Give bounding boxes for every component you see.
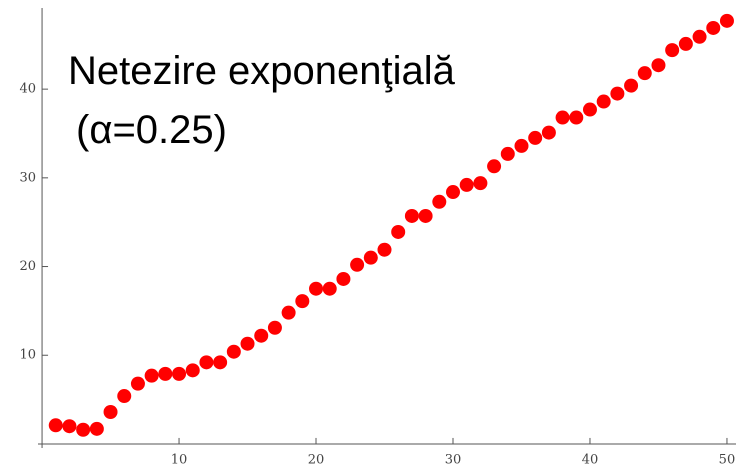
point: [130, 376, 145, 391]
point: [295, 294, 310, 309]
point: [144, 368, 159, 383]
point: [322, 281, 337, 296]
x-tick-label: 40: [582, 452, 599, 467]
point: [404, 208, 419, 223]
point: [336, 271, 351, 286]
point: [76, 422, 91, 437]
point: [62, 419, 77, 434]
point: [528, 130, 543, 145]
point: [692, 29, 707, 44]
point: [103, 405, 118, 420]
point: [158, 366, 173, 381]
point: [665, 43, 680, 58]
point: [377, 242, 392, 257]
point: [445, 185, 460, 200]
point: [651, 58, 666, 73]
point: [555, 110, 570, 125]
point: [185, 363, 200, 378]
point: [719, 13, 734, 28]
point: [473, 176, 488, 191]
point: [596, 94, 611, 109]
point: [254, 328, 269, 343]
point: [624, 78, 639, 93]
point: [541, 125, 556, 140]
point: [363, 250, 378, 265]
x-tick-label: 50: [719, 452, 736, 467]
x-tick-label: 20: [308, 452, 325, 467]
y-tick-label: 30: [20, 170, 37, 185]
point: [213, 355, 228, 370]
point: [582, 102, 597, 117]
point: [678, 36, 693, 51]
point: [281, 305, 296, 320]
point: [637, 66, 652, 81]
point: [240, 336, 255, 351]
y-tick-label: 40: [20, 82, 37, 97]
point: [117, 389, 132, 404]
point: [226, 344, 241, 359]
point: [172, 366, 187, 381]
point: [569, 110, 584, 125]
point: [514, 138, 529, 153]
chart-title: Netezire exponenţială: [68, 49, 456, 93]
point: [199, 355, 214, 370]
y-tick-label: 20: [20, 259, 37, 274]
chart-subtitle: (α=0.25): [76, 108, 227, 152]
point: [89, 421, 104, 436]
x-tick-label: 30: [445, 452, 462, 467]
point: [432, 194, 447, 209]
point: [610, 86, 625, 101]
point: [391, 224, 406, 239]
point: [500, 146, 515, 161]
y-tick-label: 10: [20, 348, 37, 363]
x-tick-label: 10: [171, 452, 188, 467]
point: [309, 281, 324, 296]
point: [706, 20, 721, 35]
point: [48, 418, 63, 433]
point: [350, 257, 365, 272]
point: [418, 208, 433, 223]
point: [267, 320, 282, 335]
point: [459, 177, 474, 192]
point: [487, 159, 502, 174]
